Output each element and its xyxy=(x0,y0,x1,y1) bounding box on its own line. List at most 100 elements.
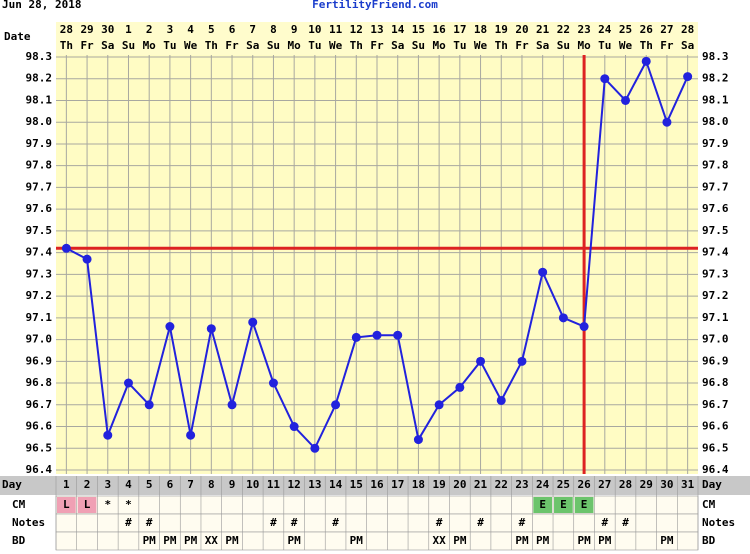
cm-entry: E xyxy=(539,498,546,511)
cm-entry: E xyxy=(560,498,567,511)
date-label: 11 xyxy=(329,23,343,36)
y-tick-label: 96.5 xyxy=(702,441,729,454)
weekday-label: Th xyxy=(350,39,363,52)
row-label: Day xyxy=(702,478,722,491)
weekday-label: We xyxy=(474,39,488,52)
day-label: 13 xyxy=(308,478,321,491)
date-label: 29 xyxy=(80,23,93,36)
site-name: FertilityFriend.com xyxy=(312,0,438,11)
temperature-point xyxy=(621,95,631,105)
y-tick-label: 97.1 xyxy=(702,311,729,324)
day-label: 29 xyxy=(640,478,653,491)
weekday-label: Fr xyxy=(370,39,384,52)
y-tick-label: 97.5 xyxy=(26,224,53,237)
day-label: 20 xyxy=(453,478,466,491)
notes-entry: # xyxy=(601,516,608,529)
temperature-point xyxy=(517,356,527,366)
notes-entry: # xyxy=(146,516,153,529)
notes-entry: # xyxy=(270,516,277,529)
y-tick-label: 97.8 xyxy=(702,159,729,172)
day-label: 15 xyxy=(350,478,363,491)
y-tick-label: 96.8 xyxy=(702,376,729,389)
row-label: Notes xyxy=(12,516,45,529)
day-label: 10 xyxy=(246,478,259,491)
date-label: 25 xyxy=(619,23,632,36)
weekday-label: We xyxy=(619,39,633,52)
y-tick-label: 97.2 xyxy=(26,289,53,302)
date-label: 6 xyxy=(229,23,236,36)
y-tick-label: 96.9 xyxy=(26,354,53,367)
weekday-label: Sa xyxy=(246,39,259,52)
y-tick-label: 98.1 xyxy=(702,93,729,106)
weekday-label: Fr xyxy=(660,39,674,52)
day-label: 18 xyxy=(412,478,425,491)
row-label: Notes xyxy=(702,516,735,529)
day-label: 9 xyxy=(229,478,236,491)
row-label: BD xyxy=(702,534,716,547)
temperature-point xyxy=(289,422,299,432)
y-tick-label: 97.6 xyxy=(702,202,729,215)
temperature-point xyxy=(123,378,133,388)
y-tick-label: 97.7 xyxy=(702,180,729,193)
row-label: Day xyxy=(2,478,22,491)
cm-entry: L xyxy=(84,498,91,511)
temperature-point xyxy=(206,324,216,334)
notes-entry: # xyxy=(622,516,629,529)
y-tick-label: 98.3 xyxy=(26,50,53,63)
day-label: 11 xyxy=(267,478,281,491)
day-label: 24 xyxy=(536,478,550,491)
bd-entry: PM xyxy=(660,534,674,547)
cm-cell xyxy=(574,497,594,513)
temperature-point xyxy=(103,430,113,440)
temperature-point xyxy=(61,243,71,253)
bd-entry: PM xyxy=(143,534,157,547)
day-label: 6 xyxy=(167,478,174,491)
y-tick-label: 97.5 xyxy=(702,224,729,237)
y-tick-label: 96.4 xyxy=(26,463,53,476)
day-label: 28 xyxy=(619,478,632,491)
day-label: 30 xyxy=(660,478,673,491)
temperature-point xyxy=(558,313,568,323)
cm-cell xyxy=(554,497,573,513)
weekday-label: Su xyxy=(557,39,570,52)
date-label: 23 xyxy=(577,23,590,36)
y-tick-label: 98.0 xyxy=(702,115,729,128)
weekday-label: Tu xyxy=(453,39,466,52)
y-tick-label: 96.5 xyxy=(26,441,53,454)
cm-cell xyxy=(77,497,97,513)
date-label: 4 xyxy=(187,23,194,36)
y-tick-label: 97.8 xyxy=(26,159,53,172)
day-label: 14 xyxy=(329,478,343,491)
temperature-point xyxy=(248,317,258,327)
y-tick-label: 97.3 xyxy=(702,267,729,280)
temperature-point xyxy=(641,56,651,66)
y-tick-label: 98.1 xyxy=(26,93,53,106)
row-label: Date xyxy=(4,30,31,43)
day-label: 3 xyxy=(104,478,111,491)
bd-entry: PM xyxy=(577,534,591,547)
y-tick-label: 96.4 xyxy=(702,463,729,476)
weekday-label: Mo xyxy=(288,39,302,52)
date-label: 17 xyxy=(453,23,466,36)
y-tick-label: 97.7 xyxy=(26,180,53,193)
y-tick-label: 96.8 xyxy=(26,376,53,389)
day-label: 19 xyxy=(433,478,446,491)
date-label: 28 xyxy=(681,23,694,36)
cm-cell xyxy=(533,497,553,513)
temperature-point xyxy=(165,322,175,332)
day-label: 1 xyxy=(63,478,70,491)
temperature-point xyxy=(82,254,92,264)
y-tick-label: 98.2 xyxy=(702,72,729,85)
notes-entry: # xyxy=(125,516,132,529)
weekday-label: Sa xyxy=(536,39,549,52)
day-label: 4 xyxy=(125,478,132,491)
weekday-label: Tu xyxy=(598,39,611,52)
y-tick-label: 97.1 xyxy=(26,311,53,324)
temperature-point xyxy=(144,400,154,410)
temperature-point xyxy=(579,322,589,332)
y-tick-label: 97.3 xyxy=(26,267,53,280)
day-label: 8 xyxy=(208,478,215,491)
bd-entry: PM xyxy=(163,534,177,547)
date-label: 15 xyxy=(412,23,425,36)
y-tick-label: 97.9 xyxy=(702,137,729,150)
